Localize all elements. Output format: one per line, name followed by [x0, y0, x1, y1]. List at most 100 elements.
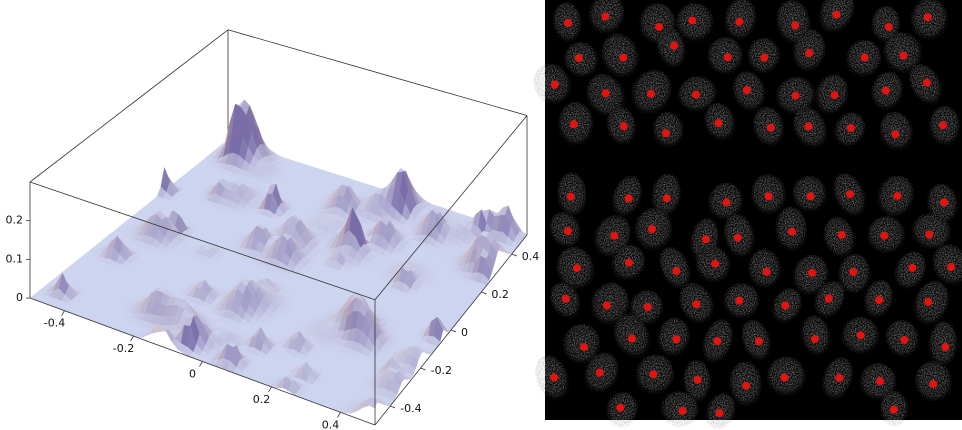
x-tick	[269, 387, 272, 392]
detection-dot	[760, 54, 768, 62]
z-tick-label: 0	[16, 291, 23, 304]
y-tick	[512, 254, 517, 256]
x-tick	[131, 336, 134, 341]
detection-dot	[562, 295, 570, 303]
detection-dot	[835, 374, 843, 382]
detection-dot	[763, 268, 771, 276]
x-tick-label: 0	[189, 368, 196, 381]
y-tick-label: -0.2	[431, 364, 452, 377]
detection-dot	[678, 407, 686, 415]
detection-dot	[564, 19, 572, 27]
detection-dot	[694, 376, 702, 384]
surface	[30, 100, 527, 414]
detection-dot	[831, 91, 839, 99]
detection-dot	[692, 91, 700, 99]
detection-dot	[882, 87, 890, 95]
detection-dot	[849, 268, 857, 276]
detection-dot	[808, 269, 816, 277]
detection-dot	[625, 194, 633, 202]
detection-dot	[551, 81, 559, 89]
detection-dot	[875, 296, 883, 304]
detection-dot	[890, 406, 898, 414]
detection-dot	[825, 294, 833, 302]
detection-dot	[861, 53, 869, 61]
detection-dot	[620, 122, 628, 130]
y-tick-label: -0.4	[400, 402, 421, 415]
detection-dot	[648, 225, 656, 233]
detection-dot	[692, 300, 700, 308]
detection-dot	[672, 267, 680, 275]
detection-dot	[806, 192, 814, 200]
detection-dot	[702, 235, 710, 243]
detection-dot	[899, 52, 907, 60]
detection-dot	[805, 122, 813, 130]
detection-dot	[846, 190, 854, 198]
detection-dot	[925, 230, 933, 238]
detection-dot	[781, 302, 789, 310]
detection-dot	[876, 377, 884, 385]
box-edge	[228, 30, 527, 116]
detection-dot	[832, 11, 840, 19]
detection-dot	[788, 228, 796, 236]
y-tick	[481, 292, 486, 294]
detection-dot	[767, 124, 775, 132]
y-tick-label: 0.4	[522, 250, 540, 263]
y-tick-label: 0.2	[491, 288, 509, 301]
detection-dot	[924, 298, 932, 306]
detection-dot	[735, 18, 743, 26]
detection-dot	[688, 16, 696, 24]
detection-dot	[628, 335, 636, 343]
detection-dot	[550, 373, 558, 381]
detection-dot	[805, 49, 813, 57]
detection-dot	[880, 232, 888, 240]
detection-dot	[714, 119, 722, 127]
detection-dot	[893, 192, 901, 200]
y-tick-label: 0	[461, 326, 468, 339]
detection-dot	[655, 23, 663, 31]
detection-dot	[755, 337, 763, 345]
detection-dot	[575, 54, 583, 62]
detection-dot	[735, 297, 743, 305]
detection-dot	[625, 259, 633, 267]
detection-dot	[602, 89, 610, 97]
microscopy-image	[527, 0, 962, 430]
detection-dot	[765, 192, 773, 200]
detection-dot	[722, 198, 730, 206]
detection-dot	[616, 404, 624, 412]
detection-dot	[716, 409, 724, 417]
detection-dot	[924, 13, 932, 21]
detection-dot	[724, 53, 732, 61]
detection-dot	[662, 129, 670, 137]
detection-dot	[939, 121, 947, 129]
detection-dot	[734, 234, 742, 242]
detection-dot	[647, 90, 655, 98]
detection-dot	[564, 227, 572, 235]
detection-dot	[847, 124, 855, 132]
detection-dot	[891, 130, 899, 138]
surface-plot: -0.4-0.200.20.4-0.4-0.200.20.400.10.2	[6, 30, 540, 430]
detection-dot	[663, 194, 671, 202]
detection-dot	[857, 331, 865, 339]
detection-dot	[713, 337, 721, 345]
detection-dot	[791, 21, 799, 29]
detection-dot	[619, 54, 627, 62]
x-tick	[62, 311, 65, 316]
y-tick	[451, 330, 456, 332]
detection-dot	[780, 374, 788, 382]
detection-dot	[940, 198, 948, 206]
x-tick-label: 0.2	[253, 393, 271, 406]
detection-dot	[580, 343, 588, 351]
z-tick-label: 0.2	[6, 214, 24, 227]
x-tick-label: 0.4	[322, 418, 340, 430]
detection-dot	[603, 302, 611, 310]
y-tick	[421, 368, 426, 370]
detection-dot	[670, 42, 678, 50]
detection-dot	[742, 382, 750, 390]
detection-dot	[929, 380, 937, 388]
detection-dot	[838, 231, 846, 239]
detection-dot	[672, 335, 680, 343]
detection-dot	[900, 336, 908, 344]
detection-dot	[601, 13, 609, 21]
detection-dot	[573, 264, 581, 272]
x-tick-label: -0.2	[113, 342, 134, 355]
